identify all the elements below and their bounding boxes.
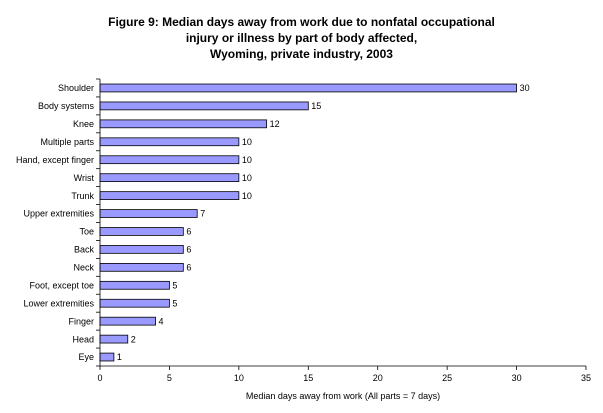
x-tick-label: 25 [442, 373, 452, 383]
bar-lower-extremities [99, 298, 170, 308]
y-tick-label: Finger [68, 316, 94, 326]
data-label: 15 [311, 101, 321, 111]
x-tick-label: 20 [373, 373, 383, 383]
data-label: 1 [117, 352, 122, 362]
chart-title-line-3: Wyoming, private industry, 2003 [210, 47, 393, 61]
y-tick-label: Trunk [71, 191, 94, 201]
chart-title-line-1: Figure 9: Median days away from work due… [108, 15, 495, 29]
bar-head [99, 334, 129, 344]
y-tick-label: Head [72, 334, 94, 344]
x-tick-label: 35 [581, 373, 591, 383]
data-label: 5 [172, 280, 177, 290]
y-tick-label: Eye [78, 352, 94, 362]
x-tick-label: 0 [97, 373, 102, 383]
bar-body-systems [99, 101, 309, 111]
y-tick-label: Upper extremities [23, 209, 94, 219]
data-label: 4 [159, 316, 164, 326]
data-label: 30 [520, 83, 530, 93]
data-label: 5 [172, 298, 177, 308]
bar-wrist [99, 173, 240, 183]
bar-foot-except-toe [99, 280, 170, 290]
y-tick-label: Shoulder [58, 83, 94, 93]
bar-back [99, 245, 184, 254]
bar-multiple-parts [99, 137, 240, 147]
data-label: 12 [270, 119, 280, 129]
y-tick-label: Foot, except toe [29, 280, 94, 290]
data-label: 10 [242, 155, 252, 165]
bar-upper-extremities [99, 209, 198, 218]
x-axis-title: Median days away from work (All parts = … [246, 391, 440, 401]
y-tick-label: Back [74, 245, 95, 255]
data-label: 10 [242, 137, 252, 147]
data-label: 10 [242, 173, 252, 183]
bar-shoulder [99, 83, 517, 93]
bars-layer [99, 83, 517, 362]
axes-layer [96, 78, 587, 370]
x-tick-label: 30 [512, 373, 522, 383]
bar-eye [99, 352, 115, 362]
data-label: 6 [186, 263, 191, 273]
data-label: 6 [186, 227, 191, 237]
data-label: 2 [131, 334, 136, 344]
y-tick-label: Neck [73, 263, 94, 273]
data-label: 7 [200, 209, 205, 219]
bar-neck [99, 262, 184, 272]
y-tick-label: Knee [73, 119, 94, 129]
bar-trunk [99, 191, 240, 200]
y-tick-label: Multiple parts [40, 137, 94, 147]
x-tick-label: 15 [303, 373, 313, 383]
y-tick-label: Hand, except finger [16, 155, 94, 165]
bar-hand-except-finger [99, 155, 240, 165]
bar-finger [99, 316, 156, 326]
x-tick-label: 5 [167, 373, 172, 383]
chart-title-line-2: injury or illness by part of body affect… [185, 31, 418, 45]
bar-knee [99, 119, 268, 129]
y-tick-label: Wrist [74, 173, 95, 183]
bar-toe [99, 227, 184, 236]
data-label: 10 [242, 191, 252, 201]
y-tick-label: Lower extremities [23, 298, 94, 308]
x-tick-label: 10 [234, 373, 244, 383]
data-label: 6 [186, 245, 191, 255]
y-tick-label: Toe [79, 227, 94, 237]
chart-title: Figure 9: Median days away from work due… [0, 14, 603, 62]
y-tick-label: Body systems [38, 101, 95, 111]
